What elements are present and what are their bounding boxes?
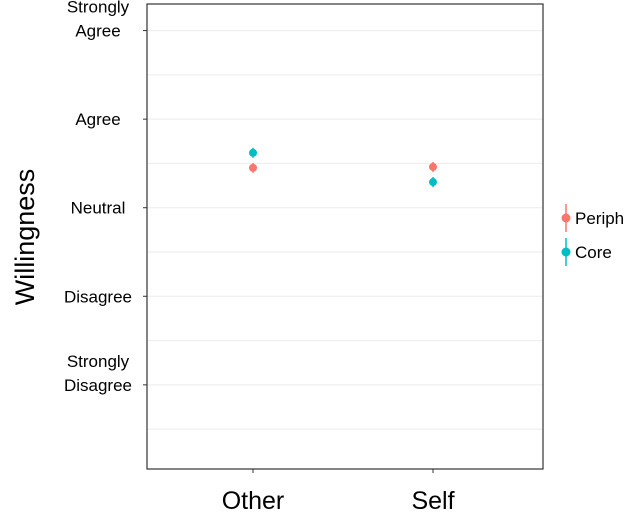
- x-tick-label: Self: [411, 487, 454, 515]
- data-point-periph: [249, 163, 257, 172]
- legend-label: Core: [575, 243, 612, 262]
- legend-key-point: [561, 213, 571, 223]
- data-point-core: [429, 178, 437, 187]
- y-tick-label: Agree: [75, 110, 120, 129]
- data-point-core: [249, 148, 257, 157]
- legend-item-core: Core: [561, 238, 612, 266]
- plot-panel-border: [146, 3, 544, 470]
- x-axis: Other Self: [222, 469, 455, 515]
- y-tick-label: Strongly Disagree: [64, 352, 132, 395]
- legend-key-point: [561, 247, 571, 257]
- y-tick-label: Strongly Agree: [67, 0, 130, 41]
- y-tick-label: Neutral: [71, 199, 126, 218]
- data-points: [249, 147, 437, 188]
- x-tick-label: Other: [222, 487, 285, 515]
- data-point-periph: [429, 162, 437, 171]
- y-axis-title: Willingness: [10, 169, 40, 306]
- legend: Periph Core: [561, 204, 624, 266]
- y-axis: Strongly Disagree Disagree Neutral Agree Stro…: [64, 0, 147, 395]
- grid-lines: [147, 30, 543, 430]
- legend-item-periph: Periph: [561, 204, 624, 232]
- y-tick-label: Disagree: [64, 287, 132, 306]
- legend-label: Periph: [575, 209, 624, 228]
